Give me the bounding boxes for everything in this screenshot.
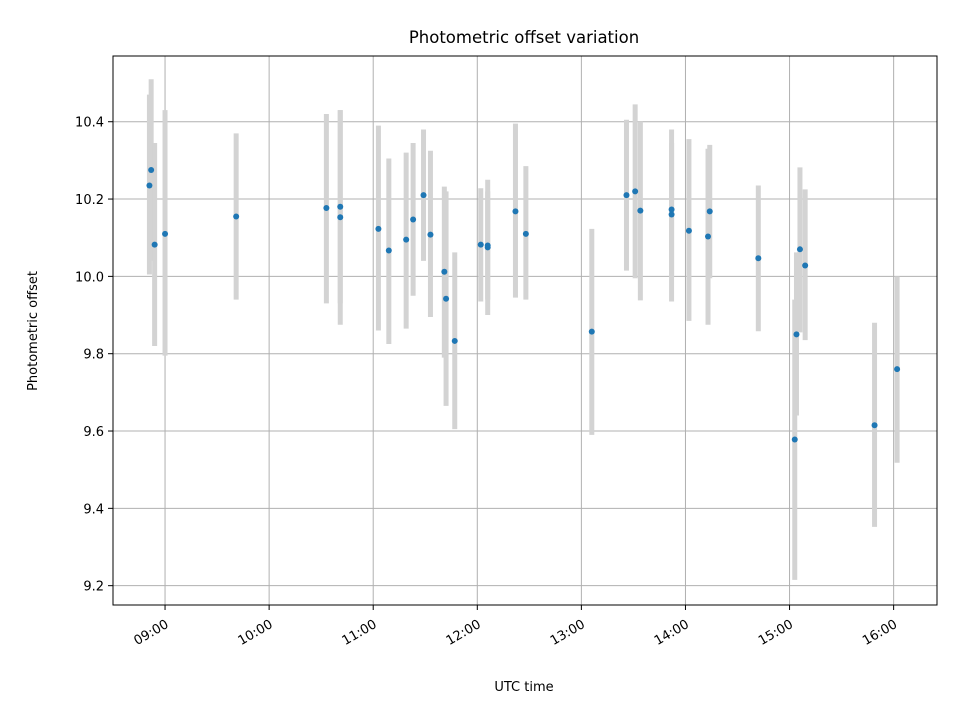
x-axis-label: UTC time <box>494 680 553 695</box>
data-point <box>151 241 158 248</box>
data-point <box>385 247 392 254</box>
y-tick-label: 9.6 <box>83 425 104 440</box>
data-point <box>668 211 675 218</box>
data-point <box>427 231 434 238</box>
data-point <box>146 182 153 189</box>
data-point <box>706 208 713 215</box>
x-tick-label: 12:00 <box>444 617 484 649</box>
y-tick-label: 9.2 <box>83 580 104 595</box>
x-tick-label: 15:00 <box>756 617 796 649</box>
data-point <box>871 422 878 429</box>
y-axis-label: Photometric offset <box>26 271 41 391</box>
data-point <box>403 236 410 243</box>
x-tick-label: 14:00 <box>652 617 692 649</box>
plot-frame <box>112 55 938 606</box>
data-point <box>148 167 155 174</box>
data-point <box>420 192 427 199</box>
y-tick-label: 10.4 <box>75 116 104 131</box>
y-tick-label: 10.2 <box>75 193 104 208</box>
x-tick-label: 13:00 <box>548 617 588 649</box>
y-tick-label: 9.4 <box>83 502 104 517</box>
data-point <box>375 225 382 232</box>
data-point <box>796 246 803 253</box>
data-point <box>477 241 484 248</box>
data-point <box>668 206 675 213</box>
data-point <box>793 331 800 338</box>
chart-title: Photometric offset variation <box>409 28 639 47</box>
data-point <box>410 216 417 223</box>
x-tick-label: 10:00 <box>236 617 276 649</box>
y-tick-label: 10.0 <box>75 270 104 285</box>
data-point <box>451 337 458 344</box>
data-point <box>755 255 762 262</box>
data-point <box>443 295 450 302</box>
data-point <box>894 366 901 373</box>
data-points <box>146 167 901 443</box>
data-point <box>802 262 809 269</box>
data-point <box>484 242 491 249</box>
data-point <box>685 227 692 234</box>
data-point <box>791 436 798 443</box>
data-point <box>233 213 240 220</box>
y-tick-label: 9.8 <box>83 348 104 363</box>
data-point <box>637 207 644 214</box>
error-bars <box>146 79 900 580</box>
data-point <box>337 203 344 210</box>
data-point <box>632 188 639 195</box>
data-point <box>623 192 630 199</box>
data-point <box>337 214 344 221</box>
x-tick-label: 16:00 <box>860 617 900 649</box>
x-tick-label: 11:00 <box>340 617 380 649</box>
data-point <box>588 328 595 335</box>
data-point <box>512 208 519 215</box>
data-point <box>705 233 712 240</box>
x-tick-label: 09:00 <box>131 617 171 649</box>
data-point <box>441 268 448 275</box>
data-point <box>162 230 169 237</box>
data-point <box>323 204 330 211</box>
data-point <box>522 230 529 237</box>
